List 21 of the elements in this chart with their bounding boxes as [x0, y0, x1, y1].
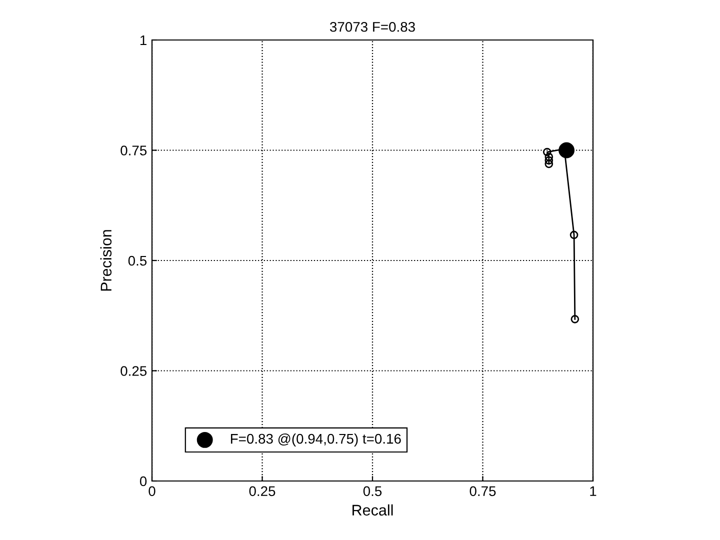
point — [570, 230, 578, 240]
x-tick-label: 0.75 — [470, 486, 496, 496]
x-tick-label: 1 — [590, 486, 596, 496]
y-tick-label: 1 — [140, 35, 146, 46]
point — [544, 152, 554, 162]
x-tick-label: 0.25 — [249, 486, 276, 496]
point — [544, 156, 554, 165]
y-axis-title: Precision — [100, 230, 112, 291]
y-tick-label: 0.75 — [120, 146, 147, 156]
legend-label: F=0.83 @(0.94,0.75) t=0.16 — [230, 434, 401, 446]
y-tick-label: 0.25 — [120, 366, 147, 376]
x-tick-label: 0.5 — [363, 486, 382, 496]
y-tick-label: 0 — [140, 476, 147, 486]
chart-title: 37073 F=0.83 — [330, 22, 415, 32]
point — [558, 142, 575, 158]
point — [570, 314, 580, 324]
point — [544, 160, 554, 168]
x-axis-title: Recall — [352, 504, 393, 516]
point — [542, 148, 552, 156]
x-tick-label: 0 — [148, 486, 156, 496]
y-tick-label: 0.5 — [128, 256, 147, 266]
